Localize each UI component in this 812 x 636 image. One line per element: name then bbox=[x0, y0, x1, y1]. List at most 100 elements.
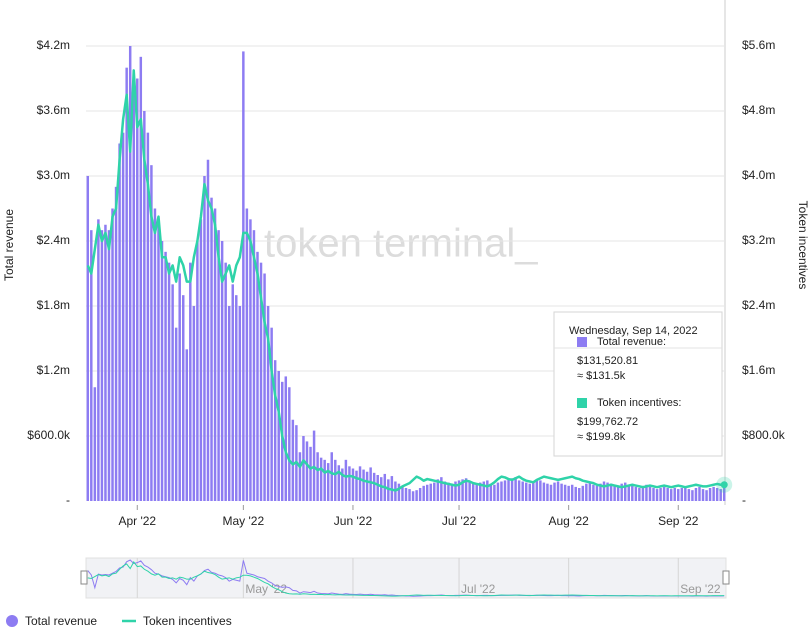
x-tick-label: Jun '22 bbox=[334, 514, 373, 528]
bar bbox=[213, 208, 217, 501]
tooltip-approx: ≈ $199.8k bbox=[577, 431, 626, 443]
y-tick-label: $3.0m bbox=[37, 168, 70, 182]
bar bbox=[397, 483, 401, 501]
y2-tick-label: $4.0m bbox=[742, 168, 775, 182]
bar bbox=[425, 484, 429, 501]
bar bbox=[581, 485, 585, 501]
y-tick-label: $1.8m bbox=[37, 298, 70, 312]
bar bbox=[553, 482, 556, 501]
bar bbox=[146, 132, 150, 501]
bar bbox=[220, 241, 224, 501]
bar bbox=[121, 132, 125, 501]
y-tick-label: - bbox=[66, 493, 70, 507]
bar bbox=[415, 490, 418, 501]
bar bbox=[259, 262, 263, 501]
bar bbox=[351, 468, 355, 501]
bar bbox=[514, 477, 517, 501]
bar bbox=[546, 483, 549, 501]
bar bbox=[136, 78, 139, 501]
navigator-label: Jul '22 bbox=[461, 582, 496, 596]
bar bbox=[408, 489, 411, 501]
bar bbox=[609, 483, 613, 501]
bar bbox=[114, 186, 118, 502]
bar bbox=[705, 490, 708, 501]
bar bbox=[235, 295, 238, 501]
bar bbox=[90, 230, 93, 501]
bar bbox=[489, 483, 493, 501]
y2-tick-label: $3.2m bbox=[742, 233, 775, 247]
bar bbox=[185, 349, 189, 501]
bar bbox=[380, 477, 383, 501]
bar bbox=[242, 51, 245, 502]
y-tick-label: $4.2m bbox=[37, 38, 70, 52]
bar bbox=[479, 482, 482, 501]
bar bbox=[153, 208, 157, 501]
bar bbox=[673, 488, 676, 501]
bar bbox=[457, 480, 461, 501]
bar bbox=[454, 481, 457, 501]
bar bbox=[719, 489, 722, 501]
watermark: token terminal_ bbox=[264, 222, 538, 266]
y-tick-label: $2.4m bbox=[37, 233, 70, 247]
bar bbox=[118, 143, 121, 501]
bar bbox=[440, 477, 443, 501]
x-tick-label: Apr '22 bbox=[118, 514, 156, 528]
navigator-handle[interactable] bbox=[80, 570, 88, 585]
bar bbox=[701, 489, 705, 501]
bar bbox=[443, 481, 447, 501]
bar bbox=[666, 488, 669, 501]
navigator-label: May '22 bbox=[245, 582, 287, 596]
bar bbox=[196, 241, 199, 501]
bar bbox=[645, 484, 648, 501]
bar bbox=[111, 208, 114, 501]
line bbox=[86, 69, 725, 492]
hover-point bbox=[720, 481, 728, 489]
bar bbox=[97, 219, 100, 502]
bar bbox=[238, 306, 242, 501]
bar bbox=[599, 483, 602, 501]
bar bbox=[277, 371, 280, 501]
navigator-handle[interactable] bbox=[722, 570, 730, 585]
bar bbox=[471, 482, 475, 501]
bar bbox=[585, 483, 588, 501]
bar bbox=[319, 457, 323, 501]
bar bbox=[326, 463, 330, 501]
bar bbox=[655, 489, 659, 501]
bar bbox=[570, 484, 574, 501]
y2-tick-label: $1.6m bbox=[742, 363, 775, 377]
bar bbox=[648, 486, 652, 501]
bar bbox=[623, 482, 627, 501]
bar bbox=[627, 484, 630, 501]
bar bbox=[178, 273, 181, 501]
y2-tick-label: - bbox=[742, 493, 746, 507]
bar bbox=[429, 483, 432, 501]
bar bbox=[387, 479, 390, 501]
bar bbox=[245, 208, 249, 501]
x-tick-label: May '22 bbox=[223, 514, 265, 528]
bar bbox=[206, 159, 210, 501]
bar bbox=[365, 471, 369, 501]
bar bbox=[143, 111, 146, 501]
bar bbox=[662, 486, 666, 501]
tooltip bbox=[553, 311, 723, 457]
bar bbox=[189, 262, 192, 501]
bar bbox=[684, 486, 687, 501]
bar bbox=[298, 452, 302, 501]
bar bbox=[224, 262, 227, 501]
bar bbox=[404, 488, 408, 501]
bar bbox=[344, 459, 348, 501]
bar bbox=[192, 306, 196, 501]
tooltip-value: $131,520.81 bbox=[577, 355, 638, 367]
bar bbox=[291, 419, 295, 501]
bar bbox=[369, 467, 372, 501]
y-tick-label: $3.6m bbox=[37, 103, 70, 117]
bar bbox=[249, 219, 252, 502]
bar bbox=[507, 479, 510, 501]
x-tick-label: Aug '22 bbox=[548, 514, 589, 528]
y-tick-label: $1.2m bbox=[37, 363, 70, 377]
bar bbox=[174, 327, 178, 501]
bar bbox=[461, 479, 464, 501]
bar bbox=[613, 484, 616, 501]
bar bbox=[517, 480, 521, 501]
y2-tick-label: $5.6m bbox=[742, 38, 775, 52]
